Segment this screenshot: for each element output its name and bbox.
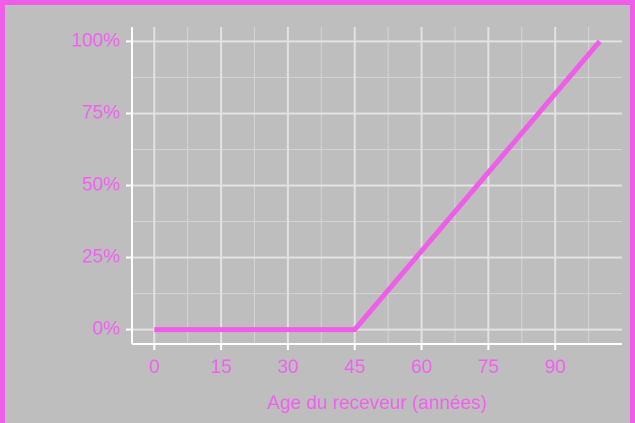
x-tick-label: 0 xyxy=(149,357,160,378)
y-tick-label: 100% xyxy=(71,30,120,51)
y-tick-label: 25% xyxy=(82,247,120,268)
x-tick-label: 90 xyxy=(545,357,566,378)
x-tick-label: 45 xyxy=(344,357,365,378)
x-tick-label: 30 xyxy=(277,357,298,378)
y-tick-label: 75% xyxy=(82,102,120,123)
x-tick-label: 60 xyxy=(411,357,432,378)
x-tick-label: 75 xyxy=(478,357,499,378)
y-tick-label: 0% xyxy=(93,319,121,340)
x-axis-label: Age du receveur (années) xyxy=(267,393,487,414)
data-line xyxy=(154,39,602,333)
y-tick-label: 50% xyxy=(82,175,120,196)
x-tick-label: 15 xyxy=(211,357,232,378)
